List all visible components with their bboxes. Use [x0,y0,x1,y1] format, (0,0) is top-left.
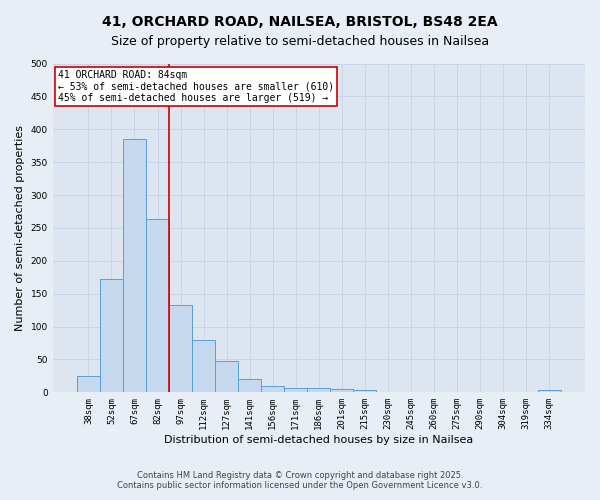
Text: Contains HM Land Registry data © Crown copyright and database right 2025.
Contai: Contains HM Land Registry data © Crown c… [118,470,482,490]
Bar [307,388,331,392]
Bar [146,220,169,392]
Bar [169,305,192,392]
X-axis label: Distribution of semi-detached houses by size in Nailsea: Distribution of semi-detached houses by … [164,435,473,445]
Bar [100,278,123,392]
Bar [77,376,100,392]
Bar [238,379,261,392]
Y-axis label: Number of semi-detached properties: Number of semi-detached properties [15,125,25,331]
Bar [123,139,146,392]
Bar [261,386,284,392]
Bar [331,389,353,392]
Bar [215,362,238,392]
Bar [284,388,307,392]
Text: 41 ORCHARD ROAD: 84sqm
← 53% of semi-detached houses are smaller (610)
45% of se: 41 ORCHARD ROAD: 84sqm ← 53% of semi-det… [58,70,334,103]
Text: 41, ORCHARD ROAD, NAILSEA, BRISTOL, BS48 2EA: 41, ORCHARD ROAD, NAILSEA, BRISTOL, BS48… [102,15,498,29]
Bar [538,390,561,392]
Bar [192,340,215,392]
Text: Size of property relative to semi-detached houses in Nailsea: Size of property relative to semi-detach… [111,35,489,48]
Bar [353,390,376,392]
